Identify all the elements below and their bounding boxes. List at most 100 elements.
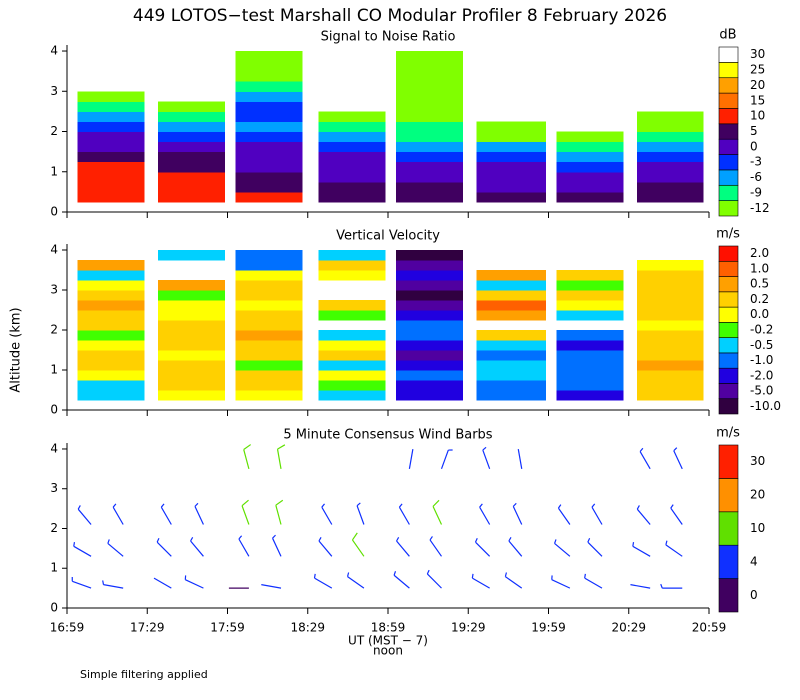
wind-barb	[241, 499, 250, 525]
wind-barb	[71, 577, 92, 589]
heatmap-cell	[157, 290, 225, 301]
heatmap-cell	[636, 260, 704, 271]
wind-barb	[660, 583, 683, 589]
wind-barb	[630, 584, 651, 589]
heatmap-cell	[556, 161, 624, 173]
heatmap-cell	[636, 191, 704, 203]
heatmap-cell	[636, 360, 704, 371]
heatmap-cell	[476, 141, 546, 153]
colorbar-box	[718, 322, 739, 338]
heatmap-cell	[235, 300, 303, 311]
colorbar-label: 30	[750, 47, 765, 61]
heatmap-cell	[556, 350, 624, 361]
wind-barb	[393, 571, 410, 589]
colorbar-label: 0.0	[750, 307, 769, 321]
heatmap-cell	[235, 350, 303, 361]
colorbar-label: 25	[750, 63, 765, 77]
y-tick-label: 2	[50, 521, 58, 535]
heatmap-cell	[318, 181, 386, 193]
wind-barb	[584, 573, 603, 589]
colorbar-box	[718, 184, 739, 201]
panel-title: Signal to Noise Ratio	[321, 30, 456, 45]
heatmap-cell	[157, 161, 225, 173]
heatmap-cell	[77, 151, 145, 163]
heatmap-cell	[396, 300, 463, 311]
heatmap-cell	[318, 131, 386, 143]
colorbar-box	[718, 291, 739, 308]
heatmap-cell	[318, 390, 386, 401]
heatmap-cell	[556, 151, 624, 163]
colorbar-box	[718, 123, 739, 140]
panel-title: 5 Minute Consensus Wind Barbs	[283, 428, 492, 443]
colorbar-label: -0.2	[750, 323, 773, 337]
y-tick-label: 4	[50, 243, 58, 257]
heatmap-cell	[318, 380, 386, 391]
heatmap-cell	[636, 111, 704, 122]
heatmap-cell	[636, 310, 704, 321]
heatmap-cell	[476, 131, 546, 143]
heatmap-cell	[318, 121, 386, 133]
colorbar-label: 5	[750, 124, 758, 138]
heatmap-cell	[396, 131, 463, 143]
heatmap-cell	[77, 340, 145, 351]
heatmap-cell	[77, 310, 145, 321]
heatmap-cell	[157, 350, 225, 361]
colorbar-box	[718, 352, 739, 369]
heatmap-cell	[476, 330, 546, 341]
y-tick-label: 1	[50, 363, 58, 377]
heatmap-cell	[556, 300, 624, 311]
heatmap-cell	[318, 141, 386, 153]
heatmap-cell	[556, 340, 624, 351]
figure-title: 449 LOTOS−test Marshall CO Modular Profi…	[133, 6, 667, 26]
y-tick-label: 2	[50, 124, 58, 138]
heatmap-cell	[396, 360, 463, 371]
wind-barb	[482, 446, 491, 470]
wind-barb	[587, 538, 603, 557]
heatmap-cell	[396, 81, 463, 92]
heatmap-cell	[318, 350, 386, 361]
heatmap-cell	[318, 191, 386, 203]
heatmap-cell	[235, 250, 303, 261]
x-tick-label: 18:29	[290, 621, 325, 635]
colorbar-label: 0.5	[750, 277, 769, 291]
heatmap-cell	[396, 191, 463, 203]
wind-barb	[639, 447, 651, 470]
heatmap-cell	[396, 390, 463, 401]
wind-barb	[479, 503, 491, 525]
x-tick-label: 17:59	[210, 621, 245, 635]
heatmap-cell	[476, 290, 546, 301]
x-tick-label: 19:59	[531, 621, 566, 635]
heatmap-cell	[77, 141, 145, 153]
heatmap-cell	[636, 131, 704, 143]
heatmap-cell	[636, 270, 704, 281]
heatmap-cell	[235, 161, 303, 173]
heatmap-cell	[396, 181, 463, 193]
colorbar-label: 10	[750, 521, 765, 535]
heatmap-cell	[157, 380, 225, 391]
heatmap-cell	[157, 390, 225, 401]
wind-barb	[632, 542, 651, 557]
heatmap-cell	[636, 161, 704, 173]
y-tick-label: 3	[50, 481, 58, 495]
wind-barb	[102, 580, 124, 589]
wind-barb	[313, 573, 333, 589]
heatmap-cell	[235, 111, 303, 122]
heatmap-cell	[396, 51, 463, 62]
heatmap-cell	[318, 151, 386, 163]
heatmap-cell	[476, 300, 546, 311]
heatmap-cell	[157, 121, 225, 133]
wind-barb	[508, 536, 523, 557]
heatmap-cell	[77, 171, 145, 183]
wind-barb	[471, 573, 490, 589]
heatmap-cell	[396, 141, 463, 153]
colorbar-label: 0.2	[750, 292, 769, 306]
heatmap-cell	[556, 310, 624, 321]
colorbar-box	[718, 169, 739, 186]
wind-barb	[432, 499, 443, 525]
heatmap-cell	[157, 141, 225, 153]
colorbar-box	[718, 478, 739, 513]
heatmap-cell	[396, 250, 463, 261]
wind-barb	[261, 584, 282, 589]
heatmap-cell	[235, 370, 303, 381]
